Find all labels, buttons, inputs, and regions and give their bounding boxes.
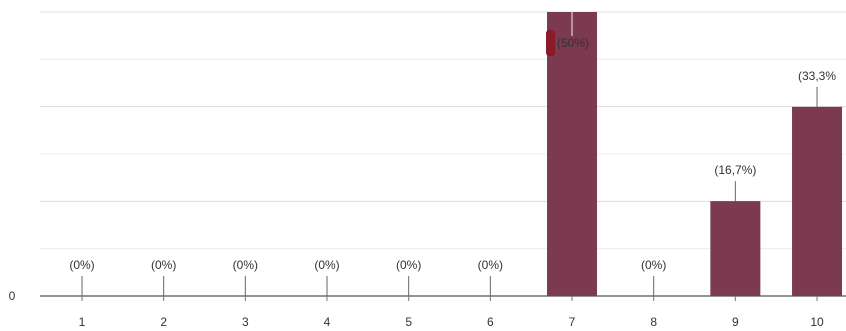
x-tick-label-4: 4 [324, 315, 331, 329]
x-tick-label-6: 6 [487, 315, 494, 329]
data-label-8: (0%) [641, 258, 666, 272]
data-label-4: (0%) [314, 258, 339, 272]
x-tick-label-7: 7 [569, 315, 576, 329]
x-tick-label-8: 8 [650, 315, 657, 329]
bars [547, 12, 843, 296]
bar-7 [547, 12, 598, 296]
x-tick-label-10: 10 [810, 315, 824, 329]
data-label-2: (0%) [151, 258, 176, 272]
data-label-9: (16,7%) [714, 163, 756, 177]
y-tick-label-0: 0 [9, 289, 16, 303]
data-label-3: (0%) [233, 258, 258, 272]
data-label-6: (0%) [478, 258, 503, 272]
x-tick-label-3: 3 [242, 315, 249, 329]
bar-10 [792, 106, 843, 296]
data-label-10: (33,3% [798, 69, 836, 83]
bar-9 [710, 201, 761, 296]
data-labels: (0%) (0%) (0%) (0%) (0%) (0%) (50%) (0%) (16,7%)… [69, 12, 836, 296]
tooltip-marker [546, 30, 556, 56]
x-tick-label-5: 5 [405, 315, 412, 329]
data-label-5: (0%) [396, 258, 421, 272]
x-tick-label-2: 2 [160, 315, 167, 329]
data-label-1: (0%) [69, 258, 94, 272]
data-label-7: (50%) [557, 36, 589, 50]
x-ticks: 1 2 3 4 5 6 7 8 9 10 [79, 296, 824, 329]
x-tick-label-1: 1 [79, 315, 86, 329]
x-tick-label-9: 9 [732, 315, 739, 329]
